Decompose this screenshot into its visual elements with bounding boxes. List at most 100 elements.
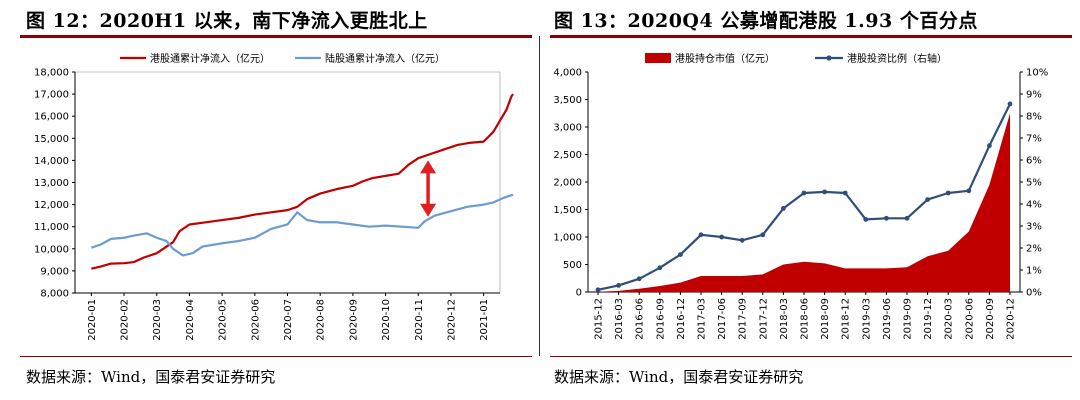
y-tick-label: 15,000: [34, 134, 69, 145]
legend-swatch: [645, 53, 671, 63]
y-tick-label-right: 0%: [1026, 288, 1042, 299]
panel-divider: [539, 36, 540, 356]
ratio-point: [945, 190, 951, 196]
ratio-point: [698, 232, 704, 238]
y-tick-label: 17,000: [34, 90, 69, 101]
x-tick-label: 2020-03: [152, 299, 163, 341]
y-tick-label-right: 7%: [1026, 134, 1042, 145]
x-tick-label: 2020-03: [944, 298, 955, 340]
title-rule: [20, 35, 532, 38]
x-tick-label: 2016-12: [676, 298, 687, 340]
y-tick-label-left: 3,500: [553, 95, 582, 106]
x-tick-label: 2020-09: [348, 299, 359, 341]
figure-13: 图 13：2020Q4 公募增配港股 1.93 个百分点 0 500 1,000 1,…: [540, 0, 1080, 400]
chart-12: 8,000 9,000 10,000 11,000 12,000 13,000 14,000…: [34, 52, 514, 341]
x-tick-label: 2020-08: [316, 299, 327, 341]
y-tick-label-right: 6%: [1026, 156, 1042, 167]
y-tick-label-right: 9%: [1026, 90, 1042, 101]
y-tick-label-left: 1,500: [553, 205, 582, 216]
x-tick-label: 2019-09: [903, 298, 914, 340]
series-line: [90, 193, 514, 257]
figure-title: 图 12：2020H1 以来，南下净流入更胜北上: [26, 10, 428, 32]
title-rule: [550, 35, 1072, 38]
x-tick-label: 2017-06: [717, 298, 728, 340]
x-tick-label: 2016-09: [655, 298, 666, 340]
ratio-point: [904, 215, 910, 221]
x-tick-label: 2018-12: [841, 298, 852, 340]
y-tick-label: 16,000: [34, 112, 69, 123]
ratio-point: [925, 197, 930, 203]
gap-arrow-head: [420, 160, 437, 174]
y-tick-label: 9,000: [40, 266, 69, 277]
y-tick-label-right: 5%: [1026, 178, 1042, 189]
legend-label: 港股投资比例（右轴）: [847, 52, 947, 65]
y-tick-label-left: 1,000: [553, 233, 582, 244]
gap-arrow-head: [420, 203, 437, 217]
area-series: [598, 113, 1010, 292]
y-tick-label: 11,000: [34, 222, 69, 233]
x-tick-label: 2020-12: [1006, 298, 1017, 340]
bottom-rule: [20, 356, 532, 357]
x-tick-label: 2020-09: [985, 298, 996, 340]
y-tick-label-right: 1%: [1026, 266, 1042, 277]
ratio-point: [760, 232, 766, 238]
x-tick-label: 2017-03: [697, 298, 708, 340]
y-tick-label-right: 8%: [1026, 112, 1042, 123]
x-tick-label: 2017-09: [738, 298, 749, 340]
legend-marker: [826, 55, 832, 61]
x-tick-label: 2020-02: [120, 299, 131, 341]
y-tick-label: 14,000: [34, 156, 69, 167]
y-tick-label-right: 2%: [1026, 244, 1042, 255]
x-tick-label: 2020-10: [381, 299, 392, 341]
y-tick-label-left: 0: [576, 288, 582, 299]
y-tick-label: 13,000: [34, 178, 69, 189]
ratio-point: [739, 237, 745, 243]
x-tick-label: 2020-01: [87, 299, 98, 341]
bottom-rule: [550, 356, 1072, 357]
x-tick-label: 2020-04: [185, 299, 196, 341]
series-line: [91, 93, 514, 270]
ratio-point: [1007, 101, 1013, 107]
x-tick-label: 2020-12: [446, 299, 457, 341]
ratio-point: [842, 190, 848, 196]
source-note: 数据来源：Wind，国泰君安证券研究: [26, 368, 276, 386]
x-tick-label: 2020-06: [964, 298, 975, 340]
x-tick-label: 2019-06: [882, 298, 893, 340]
y-tick-label-left: 2,000: [553, 178, 582, 189]
y-tick-label-left: 3,000: [553, 123, 582, 134]
x-tick-label: 2018-06: [800, 298, 811, 340]
ratio-point: [636, 276, 642, 282]
ratio-point: [987, 143, 992, 149]
ratio-point: [822, 189, 827, 195]
y-tick-label-left: 2,500: [553, 150, 582, 161]
x-tick-label: 2020-06: [250, 299, 261, 341]
y-tick-label-left: 4,000: [553, 68, 582, 79]
x-tick-label: 2021-01: [479, 299, 490, 341]
x-tick-label: 2018-03: [779, 298, 790, 340]
y-tick-label-right: 10%: [1026, 68, 1048, 79]
y-tick-label-left: 500: [563, 260, 582, 271]
ratio-point: [884, 215, 889, 221]
x-tick-label: 2020-07: [283, 299, 294, 341]
x-tick-label: 2016-06: [635, 298, 646, 340]
source-note: 数据来源：Wind，国泰君安证券研究: [554, 368, 804, 386]
y-tick-label: 8,000: [40, 289, 69, 300]
legend-label: 陆股通累计净流入（亿元）: [325, 52, 445, 65]
x-tick-label: 2019-03: [861, 298, 872, 340]
figure-12: 图 12：2020H1 以来，南下净流入更胜北上 8,000 9,000 10,00…: [20, 10, 532, 386]
y-tick-label-right: 3%: [1026, 222, 1042, 233]
ratio-point: [863, 217, 869, 222]
x-tick-label: 2020-11: [414, 299, 425, 341]
x-tick-label: 2018-09: [820, 298, 831, 340]
ratio-point: [781, 206, 786, 211]
y-tick-label: 10,000: [34, 244, 69, 255]
ratio-point: [719, 234, 724, 240]
ratio-point: [595, 287, 601, 293]
x-tick-label: 2015-12: [594, 298, 605, 340]
y-tick-label: 12,000: [34, 200, 69, 211]
chart-13: 0 500 1,000 1,500 2,000 2,500 3,000 3,500 4,000 0…: [553, 52, 1048, 340]
ratio-point: [657, 265, 663, 271]
ratio-point: [966, 188, 972, 194]
x-tick-label: 2016-03: [614, 298, 625, 340]
legend-label: 港股持仓市值（亿元）: [675, 52, 775, 65]
